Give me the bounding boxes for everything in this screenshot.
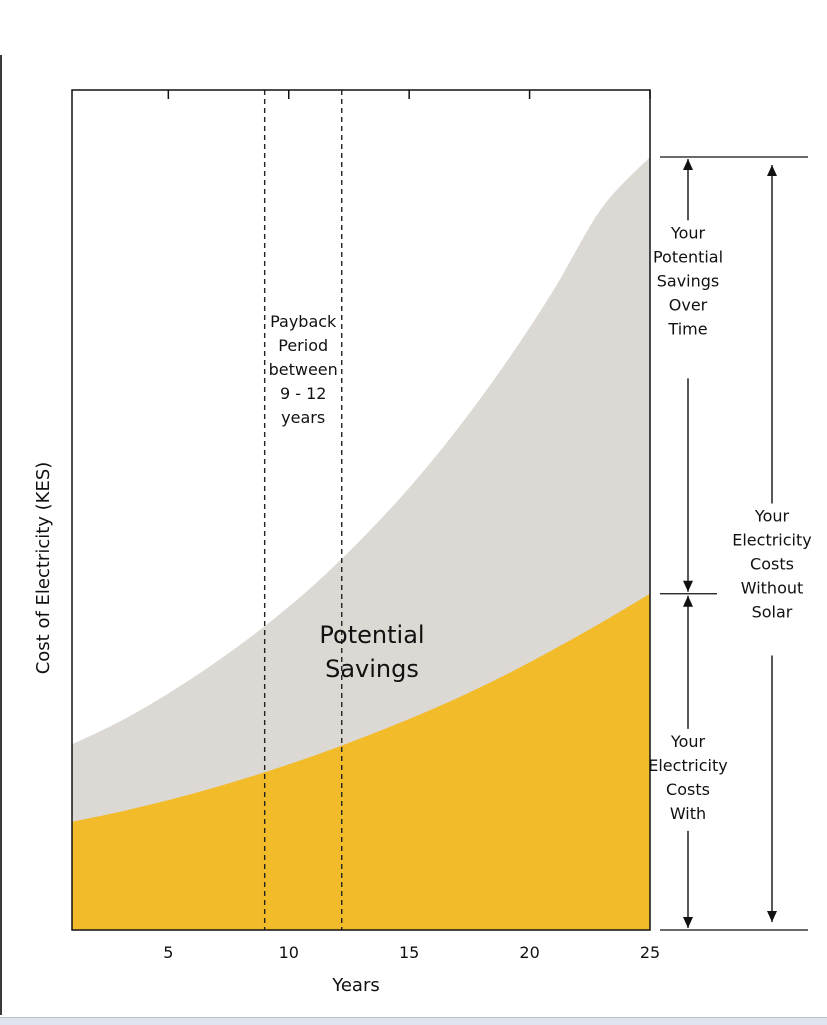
y-axis-title: Cost of Electricity (KES) xyxy=(33,462,54,675)
savings-annotation-text: Over xyxy=(669,295,708,314)
without-solar-annotation-text: Solar xyxy=(752,603,793,622)
payback-label-line: Period xyxy=(278,336,328,355)
savings-arrow-down-head xyxy=(683,580,693,592)
savings-annotation-text: Savings xyxy=(657,271,720,290)
without-solar-annotation-text: Your xyxy=(754,507,790,526)
savings-annotation-text: Potential xyxy=(653,247,723,266)
savings-arrow-up-head xyxy=(683,159,693,170)
payback-period-lines xyxy=(263,90,343,930)
plot-frame xyxy=(71,89,651,931)
with-arrow-up-head xyxy=(683,595,693,607)
potential-savings-label: Potential Savings xyxy=(319,621,424,683)
savings-annotation-text: Time xyxy=(667,319,707,338)
without-solar-annotation-text: Electricity xyxy=(732,531,811,550)
potential-savings-line: Potential xyxy=(319,621,424,649)
with-solar-annotation-text: Your xyxy=(670,732,706,751)
x-tick-label: 20 xyxy=(519,943,539,962)
with-solar-annotation-text: Costs xyxy=(666,780,710,799)
payback-label: Payback Period between 9 - 12 years xyxy=(269,312,338,427)
payback-label-line: Payback xyxy=(270,312,337,331)
with-solar-annotation-text: With xyxy=(670,804,706,823)
payback-label-line: years xyxy=(281,408,325,427)
x-tick-label: 5 xyxy=(163,943,173,962)
without-arrow-down-head xyxy=(767,911,777,922)
without-arrow-up-head xyxy=(767,165,777,176)
without-solar-annotation-text: Costs xyxy=(750,555,794,574)
savings-annotation-text: Your xyxy=(670,223,706,242)
dimension-annotations: Your Potential Savings Over Time Your Electric… xyxy=(648,156,812,931)
x-tick-label: 15 xyxy=(399,943,419,962)
x-tick-label: 10 xyxy=(279,943,299,962)
area-layer xyxy=(72,157,650,930)
with-solar-area xyxy=(72,593,650,930)
window-edge-line xyxy=(0,55,2,1015)
x-tick-label: 25 xyxy=(640,943,660,962)
with-solar-annotation-text: Electricity xyxy=(648,756,727,775)
payback-label-line: 9 - 12 xyxy=(280,384,326,403)
x-axis-title: Years xyxy=(331,975,380,996)
axis-ticks xyxy=(167,90,651,99)
without-solar-annotation-text: Without xyxy=(741,579,804,598)
with-arrow-down-head xyxy=(683,917,693,928)
x-tick-labels: 5 10 15 20 25 xyxy=(163,943,660,962)
potential-savings-line: Savings xyxy=(325,655,419,683)
taskbar-strip xyxy=(0,1017,827,1025)
payback-label-line: between xyxy=(269,360,338,379)
